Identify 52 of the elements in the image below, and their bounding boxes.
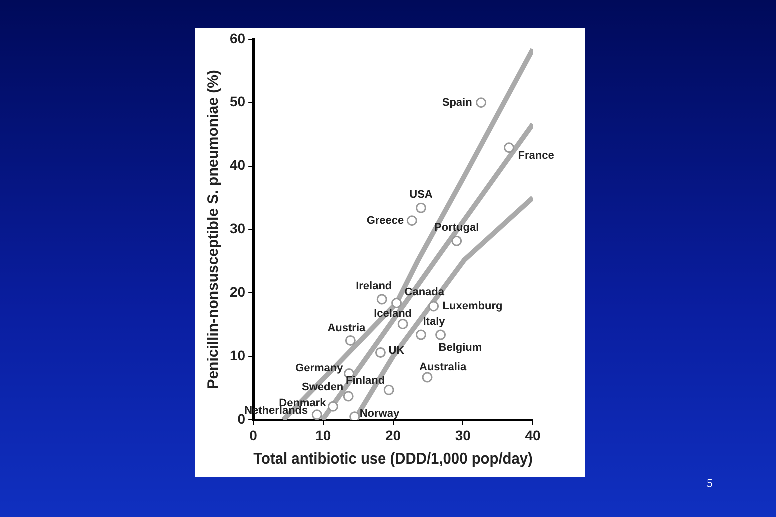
x-tick-label: 30: [455, 427, 472, 444]
point: [392, 298, 402, 309]
point: [504, 142, 514, 154]
point: [398, 318, 408, 330]
annotation: Iceland: [374, 308, 412, 320]
point: [476, 98, 487, 108]
point: [416, 202, 426, 214]
annotation: Ireland: [356, 280, 392, 293]
annotation: UK: [388, 344, 405, 357]
annotation: Australia: [420, 362, 468, 374]
point: [345, 335, 356, 346]
annotation: Greece: [366, 214, 404, 227]
annotation: Austria: [328, 322, 366, 335]
point: [436, 330, 446, 340]
x-axis-title: Total antibiotic use (DDD/1,000 pop/day): [254, 450, 533, 468]
point: [343, 391, 354, 402]
y-tick-label: 20: [230, 284, 246, 300]
annotation: USA: [410, 189, 433, 202]
point: [416, 330, 426, 340]
y-tick-label: 30: [230, 220, 246, 237]
annotation: Norway: [360, 408, 400, 420]
point: [350, 412, 360, 420]
point: [376, 294, 388, 305]
point: [375, 348, 386, 358]
point: [312, 410, 322, 420]
text: 5: [706, 476, 714, 491]
point: [452, 236, 462, 246]
x-tick-label: 0: [250, 427, 258, 444]
annotation: Italy: [423, 316, 446, 328]
point: [384, 384, 394, 396]
y-tick-label: 0: [238, 410, 246, 427]
annotation: Sweden: [302, 382, 344, 394]
annotation: Luxemburg: [442, 300, 503, 312]
y-tick-label: 50: [230, 94, 246, 110]
annotation: France: [518, 150, 554, 162]
y-tick-label: 60: [230, 30, 246, 46]
x-tick-label: 10: [316, 427, 332, 444]
x-tick-label: 20: [385, 427, 402, 444]
x-tick-label: 40: [525, 427, 541, 444]
annotation: Spain: [442, 96, 473, 109]
annotation: Germany: [296, 362, 344, 375]
point: [428, 301, 440, 312]
annotation: Finland: [346, 375, 386, 388]
annotation: Canada: [404, 286, 446, 298]
annotation: Belgium: [438, 342, 482, 354]
point: [422, 372, 433, 383]
annotation: Portugal: [434, 222, 480, 234]
point: [406, 216, 418, 226]
point: [328, 401, 338, 412]
y-axis-title: Penicillin-nonsusceptible S. pneumoniae (%): [205, 70, 222, 390]
y-tick-label: 40: [230, 157, 246, 174]
y-tick-label: 10: [230, 347, 246, 364]
